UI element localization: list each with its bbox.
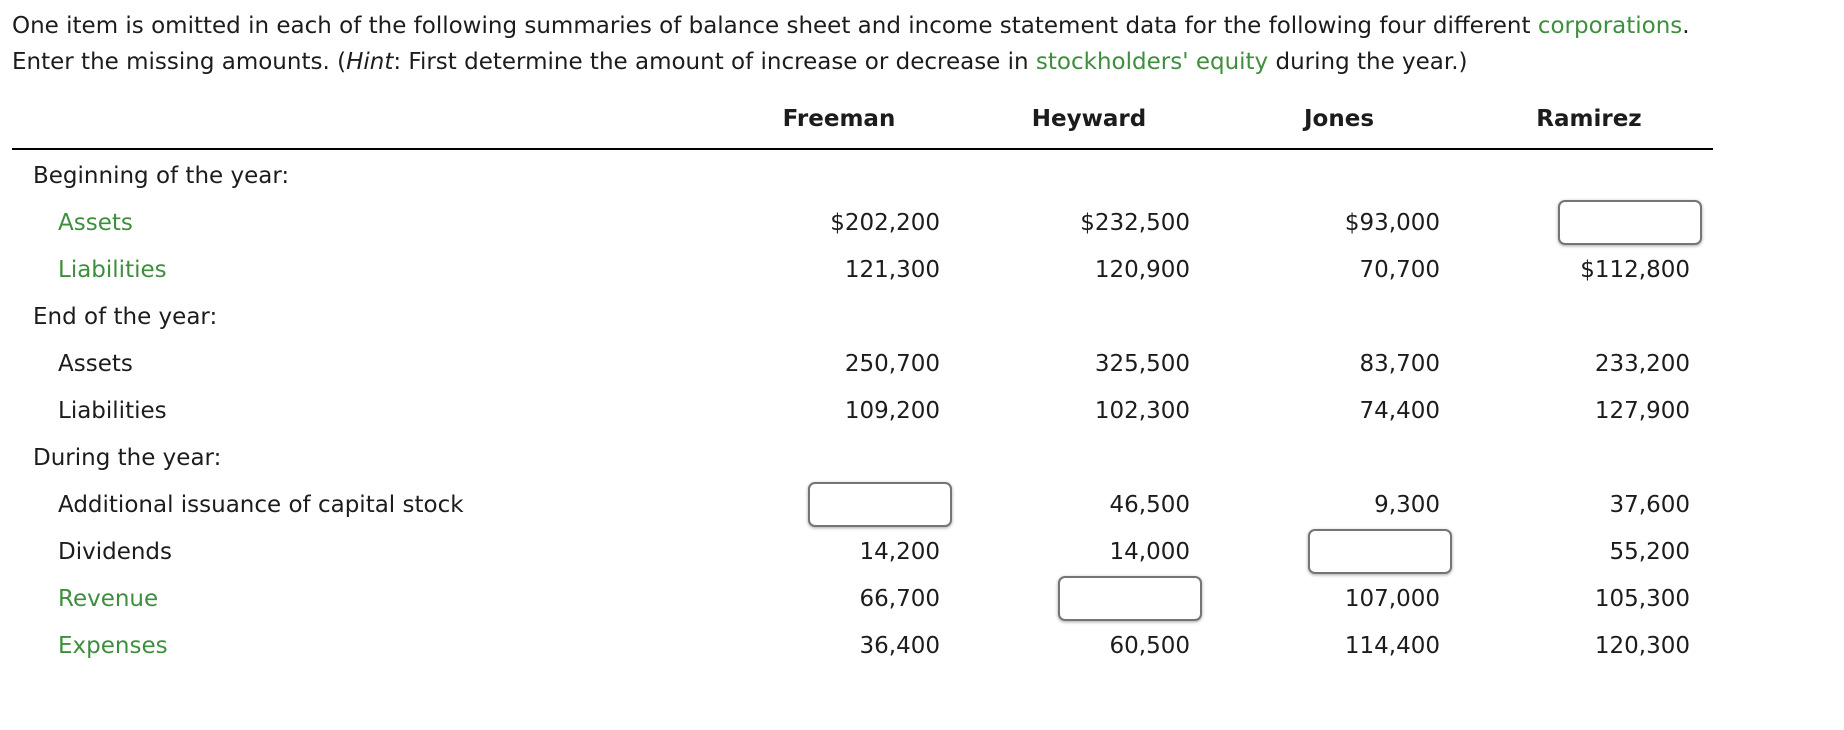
assets-link[interactable]: Assets: [58, 209, 133, 236]
table-row: Liabilities 121,300 120,900 70,700 $112,…: [12, 246, 1713, 293]
freeman-revenue-value: 66,700: [859, 585, 940, 612]
table-row: Revenue 66,700 107,000 105,300: [12, 575, 1713, 622]
ramirez-expenses-value: 120,300: [1594, 632, 1690, 659]
jones-expenses-value: 114,400: [1344, 632, 1440, 659]
column-header-freeman: Freeman: [782, 106, 896, 132]
problem-statement-line1: One item is omitted in each of the follo…: [12, 8, 1844, 44]
heyward-dividends-value: 14,000: [1109, 538, 1190, 565]
intro-text: during the year.): [1268, 49, 1468, 75]
section-label-beginning-of-year: Beginning of the year:: [33, 162, 290, 189]
freeman-stock-issuance-cell: [702, 482, 952, 527]
intro-text: : First determine the amount of increase…: [393, 49, 1036, 75]
intro-text: One item is omitted in each of the follo…: [12, 13, 1538, 39]
column-header-jones: Jones: [1303, 106, 1375, 132]
ramirez-beginning-assets-input[interactable]: [1558, 200, 1702, 245]
jones-beginning-liabilities-value: 70,700: [1359, 256, 1440, 283]
expenses-link[interactable]: Expenses: [58, 632, 168, 659]
liabilities-link[interactable]: Liabilities: [58, 256, 167, 283]
jones-dividends-cell: [1202, 529, 1452, 574]
section-label-end-of-year: End of the year:: [33, 303, 218, 330]
problem-statement: One item is omitted in each of the follo…: [12, 8, 1844, 80]
revenue-link[interactable]: Revenue: [58, 585, 159, 612]
ramirez-beginning-liabilities-value: $112,800: [1580, 256, 1690, 283]
ramirez-beginning-assets-cell: [1452, 200, 1702, 245]
freeman-beginning-assets-value: $202,200: [830, 209, 940, 236]
column-header-ramirez: Ramirez: [1536, 106, 1642, 132]
problem-statement-line2: Enter the missing amounts. (Hint: First …: [12, 44, 1844, 80]
ramirez-stock-issuance-value: 37,600: [1609, 491, 1690, 518]
heyward-revenue-input[interactable]: [1058, 576, 1202, 621]
table-body: Beginning of the year: Assets $202,200 $…: [12, 150, 1713, 669]
freeman-end-liabilities-value: 109,200: [844, 397, 940, 424]
jones-end-assets-value: 83,700: [1359, 350, 1440, 377]
hint-label: Hint: [346, 49, 394, 75]
ramirez-revenue-value: 105,300: [1594, 585, 1690, 612]
table-header-row: Freeman Heyward Jones Ramirez: [12, 90, 1713, 148]
jones-revenue-value: 107,000: [1344, 585, 1440, 612]
intro-text: .: [1682, 13, 1690, 39]
table-row-section: During the year:: [12, 434, 1713, 481]
table-row: Assets $202,200 $232,500 $93,000: [12, 199, 1713, 246]
jones-dividends-input[interactable]: [1308, 529, 1452, 574]
freeman-beginning-liabilities-value: 121,300: [844, 256, 940, 283]
heyward-revenue-cell: [952, 576, 1202, 621]
table-row: Assets 250,700 325,500 83,700 233,200: [12, 340, 1713, 387]
table-row: Liabilities 109,200 102,300 74,400 127,9…: [12, 387, 1713, 434]
header-divider: [12, 148, 1713, 150]
column-header-heyward: Heyward: [1031, 106, 1147, 132]
freeman-expenses-value: 36,400: [859, 632, 940, 659]
dividends-label: Dividends: [58, 538, 173, 565]
heyward-expenses-value: 60,500: [1109, 632, 1190, 659]
ramirez-end-assets-value: 233,200: [1594, 350, 1690, 377]
ramirez-dividends-value: 55,200: [1609, 538, 1690, 565]
balance-sheet-table: Freeman Heyward Jones Ramirez Beginning …: [12, 90, 1713, 669]
intro-text: Enter the missing amounts. (: [12, 49, 347, 75]
table-row-section: Beginning of the year:: [12, 152, 1713, 199]
end-assets-label: Assets: [58, 350, 133, 377]
corporations-link[interactable]: corporations: [1537, 13, 1683, 39]
heyward-end-liabilities-value: 102,300: [1094, 397, 1190, 424]
end-liabilities-label: Liabilities: [58, 397, 167, 424]
freeman-dividends-value: 14,200: [859, 538, 940, 565]
heyward-end-assets-value: 325,500: [1094, 350, 1190, 377]
table-row: Dividends 14,200 14,000 55,200: [12, 528, 1713, 575]
jones-stock-issuance-value: 9,300: [1374, 491, 1440, 518]
jones-end-liabilities-value: 74,400: [1359, 397, 1440, 424]
heyward-beginning-assets-value: $232,500: [1080, 209, 1190, 236]
stock-issuance-label: Additional issuance of capital stock: [58, 491, 464, 518]
freeman-stock-issuance-input[interactable]: [808, 482, 952, 527]
ramirez-end-liabilities-value: 127,900: [1594, 397, 1690, 424]
table-row-section: End of the year:: [12, 293, 1713, 340]
heyward-beginning-liabilities-value: 120,900: [1094, 256, 1190, 283]
freeman-end-assets-value: 250,700: [844, 350, 940, 377]
table-row: Additional issuance of capital stock 46,…: [12, 481, 1713, 528]
table-row: Expenses 36,400 60,500 114,400 120,300: [12, 622, 1713, 669]
section-label-during-year: During the year:: [33, 444, 222, 471]
jones-beginning-assets-value: $93,000: [1344, 209, 1440, 236]
stockholders-equity-link[interactable]: stockholders' equity: [1035, 49, 1269, 75]
heyward-stock-issuance-value: 46,500: [1109, 491, 1190, 518]
